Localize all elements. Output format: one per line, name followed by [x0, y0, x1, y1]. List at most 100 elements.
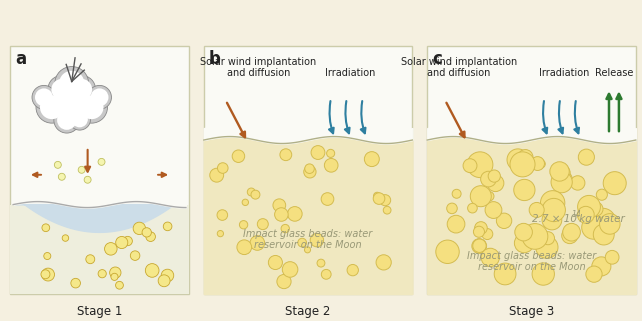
Circle shape: [80, 95, 103, 119]
Circle shape: [42, 268, 55, 281]
Circle shape: [68, 75, 96, 103]
Text: kg water: kg water: [577, 214, 625, 224]
Circle shape: [571, 176, 585, 190]
Circle shape: [317, 259, 325, 267]
Circle shape: [280, 149, 291, 160]
Circle shape: [321, 193, 334, 205]
Circle shape: [310, 233, 324, 247]
Circle shape: [600, 214, 620, 234]
Circle shape: [485, 248, 494, 257]
Circle shape: [110, 267, 121, 278]
Circle shape: [304, 247, 311, 253]
Circle shape: [282, 262, 298, 277]
Circle shape: [116, 281, 123, 289]
Circle shape: [158, 275, 170, 287]
Circle shape: [239, 221, 248, 229]
Circle shape: [277, 274, 291, 289]
Circle shape: [347, 265, 358, 276]
Circle shape: [42, 224, 49, 232]
Circle shape: [98, 270, 107, 278]
Circle shape: [247, 188, 256, 196]
Circle shape: [383, 206, 391, 214]
Circle shape: [54, 107, 80, 133]
Circle shape: [474, 222, 487, 234]
Circle shape: [472, 239, 487, 253]
Circle shape: [485, 192, 494, 201]
Circle shape: [322, 269, 331, 279]
Circle shape: [485, 202, 502, 218]
Circle shape: [514, 233, 534, 253]
Circle shape: [237, 240, 252, 255]
Circle shape: [582, 216, 605, 239]
Circle shape: [542, 210, 562, 230]
Circle shape: [87, 85, 112, 109]
Circle shape: [105, 243, 117, 255]
Circle shape: [473, 226, 485, 237]
Circle shape: [55, 66, 89, 100]
Circle shape: [145, 264, 159, 277]
Circle shape: [463, 159, 477, 173]
Circle shape: [578, 195, 600, 218]
Circle shape: [44, 253, 51, 260]
Circle shape: [586, 266, 602, 282]
Text: Solar wind implantation
and diffusion: Solar wind implantation and diffusion: [401, 57, 517, 78]
Circle shape: [35, 88, 53, 106]
Circle shape: [374, 192, 381, 200]
Circle shape: [51, 79, 73, 100]
Circle shape: [592, 257, 611, 276]
Text: Stage 1: Stage 1: [77, 305, 122, 318]
Circle shape: [518, 150, 533, 165]
Circle shape: [304, 166, 316, 178]
Circle shape: [514, 179, 535, 201]
Circle shape: [577, 206, 594, 223]
Text: Release: Release: [594, 68, 633, 78]
Text: Stage 3: Stage 3: [509, 305, 554, 318]
Circle shape: [217, 230, 223, 237]
Circle shape: [373, 193, 385, 204]
Circle shape: [71, 79, 92, 100]
Circle shape: [84, 176, 91, 183]
Circle shape: [298, 238, 306, 247]
Circle shape: [55, 161, 61, 168]
Text: 2.7 × 10: 2.7 × 10: [532, 214, 577, 224]
Circle shape: [553, 165, 570, 181]
Circle shape: [563, 223, 580, 241]
Circle shape: [551, 171, 572, 193]
Circle shape: [78, 166, 85, 173]
Circle shape: [542, 198, 566, 221]
Circle shape: [133, 222, 146, 235]
Polygon shape: [15, 204, 184, 232]
Circle shape: [515, 223, 532, 241]
Circle shape: [257, 219, 268, 230]
Circle shape: [603, 172, 626, 195]
Circle shape: [482, 229, 493, 239]
Circle shape: [288, 207, 302, 221]
Circle shape: [71, 278, 80, 288]
Circle shape: [210, 168, 223, 182]
Circle shape: [71, 111, 88, 127]
Circle shape: [62, 235, 69, 241]
Circle shape: [365, 152, 379, 167]
Circle shape: [550, 162, 569, 181]
Circle shape: [217, 210, 228, 220]
Text: a: a: [15, 50, 26, 68]
Circle shape: [510, 152, 535, 177]
Circle shape: [487, 175, 504, 192]
Circle shape: [531, 157, 544, 170]
Circle shape: [324, 159, 338, 172]
Circle shape: [55, 87, 88, 120]
Circle shape: [273, 199, 286, 212]
Circle shape: [481, 171, 496, 187]
Circle shape: [268, 256, 282, 270]
Circle shape: [123, 236, 132, 246]
Circle shape: [57, 110, 76, 130]
Circle shape: [111, 273, 118, 281]
Circle shape: [232, 150, 245, 162]
Circle shape: [98, 158, 105, 165]
Circle shape: [32, 85, 56, 109]
Circle shape: [537, 160, 545, 168]
Circle shape: [327, 149, 334, 157]
Circle shape: [161, 269, 174, 282]
Circle shape: [529, 203, 544, 218]
Circle shape: [36, 91, 68, 123]
